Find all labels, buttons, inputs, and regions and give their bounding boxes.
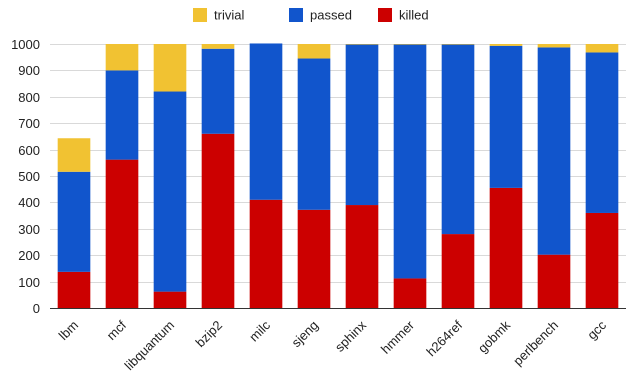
x-tick-label: lbm [56,318,81,343]
bar-gobmk-passed [489,45,523,188]
bar-h264ref-killed [441,234,475,308]
x-tick-label: libquantum [122,318,178,374]
x-tick-label: h264ref [423,317,465,359]
bar-sphinx-killed [345,205,379,308]
y-tick-label: 700 [18,116,40,131]
legend-label-killed: killed [399,8,429,23]
y-tick-label: 100 [18,275,40,290]
legend-label-trivial: trivial [214,8,244,23]
legend: trivial passed killed [193,8,429,23]
bar-sphinx-passed [345,44,379,206]
x-tick-label: gobmk [475,317,514,356]
x-tick-label: sjeng [289,318,322,351]
bar-lbm-trivial [57,138,91,172]
bar-gcc-trivial [585,44,619,53]
legend-swatch-passed [289,8,303,22]
bar-perlbench-trivial [537,44,571,48]
x-tick-label: perlbench [510,318,561,369]
bar-sphinx-trivial [345,44,379,45]
bar-mcf-passed [105,70,139,160]
bar-milc-passed [249,43,283,200]
x-tick-label: sphinx [332,317,370,355]
y-tick-label: 300 [18,222,40,237]
bar-perlbench-passed [537,47,571,255]
bar-mcf-trivial [105,44,139,71]
y-tick-label: 500 [18,169,40,184]
bar-sjeng-trivial [297,44,331,59]
bar-perlbench-killed [537,254,571,308]
bar-gcc-passed [585,52,619,213]
x-tick-label: milc [246,317,273,344]
bar-hmmer-killed [393,278,427,308]
bar-bzip2-killed [201,133,235,308]
y-tick-label: 600 [18,143,40,158]
y-tick-label: 800 [18,90,40,105]
bar-sjeng-passed [297,58,331,210]
y-tick-label: 200 [18,248,40,263]
x-tick-label: mcf [104,317,130,343]
bar-bzip2-trivial [201,44,235,49]
gridlines [50,44,626,283]
bar-gobmk-trivial [489,44,523,46]
legend-label-passed: passed [310,8,352,23]
bar-libquantum-passed [153,91,187,292]
bar-hmmer-trivial [393,44,427,45]
x-tick-label: gcc [584,317,609,342]
legend-swatch-trivial [193,8,207,22]
y-tick-label: 900 [18,63,40,78]
y-tick-label: 1000 [11,37,40,52]
bar-h264ref-passed [441,44,475,235]
bar-h264ref-trivial [441,44,475,45]
bars [57,43,619,308]
bar-sjeng-killed [297,209,331,308]
x-tick-label: bzip2 [193,318,226,351]
bar-hmmer-passed [393,44,427,279]
bar-gobmk-killed [489,187,523,308]
bar-lbm-passed [57,171,91,272]
bar-gcc-killed [585,212,619,308]
y-tick-label: 0 [33,301,40,316]
bar-bzip2-passed [201,48,235,134]
y-tick-label: 400 [18,195,40,210]
bar-libquantum-trivial [153,44,187,92]
bar-milc-killed [249,199,283,308]
legend-swatch-killed [378,8,392,22]
bar-libquantum-killed [153,291,187,308]
x-tick-label: hmmer [378,317,418,357]
bar-lbm-killed [57,271,91,308]
bar-mcf-killed [105,159,139,308]
y-axis-ticks: 0 100 200 300 400 500 600 700 800 900 1000 [11,37,40,316]
